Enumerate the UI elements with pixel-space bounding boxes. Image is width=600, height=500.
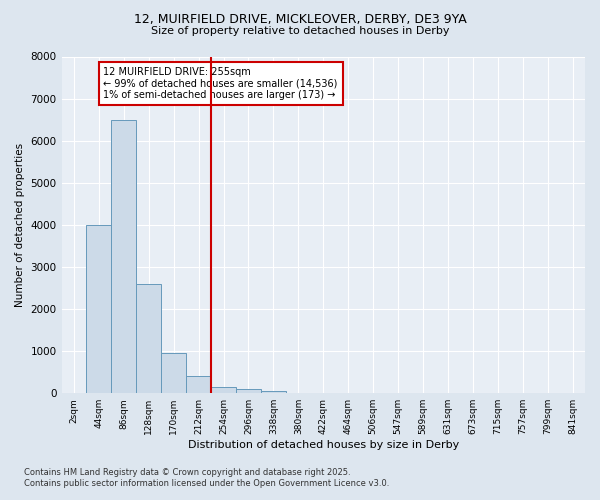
Bar <box>86 225 112 393</box>
Text: 12 MUIRFIELD DRIVE: 255sqm
← 99% of detached houses are smaller (14,536)
1% of s: 12 MUIRFIELD DRIVE: 255sqm ← 99% of deta… <box>103 66 338 100</box>
Bar <box>161 353 186 393</box>
Bar <box>186 376 211 393</box>
X-axis label: Distribution of detached houses by size in Derby: Distribution of detached houses by size … <box>188 440 459 450</box>
Text: Contains HM Land Registry data © Crown copyright and database right 2025.
Contai: Contains HM Land Registry data © Crown c… <box>24 468 389 487</box>
Bar <box>136 284 161 393</box>
Text: Size of property relative to detached houses in Derby: Size of property relative to detached ho… <box>151 26 449 36</box>
Bar <box>112 120 136 393</box>
Bar <box>211 387 236 393</box>
Bar <box>261 391 286 393</box>
Text: 12, MUIRFIELD DRIVE, MICKLEOVER, DERBY, DE3 9YA: 12, MUIRFIELD DRIVE, MICKLEOVER, DERBY, … <box>134 12 466 26</box>
Bar <box>236 389 261 393</box>
Y-axis label: Number of detached properties: Number of detached properties <box>15 143 25 307</box>
